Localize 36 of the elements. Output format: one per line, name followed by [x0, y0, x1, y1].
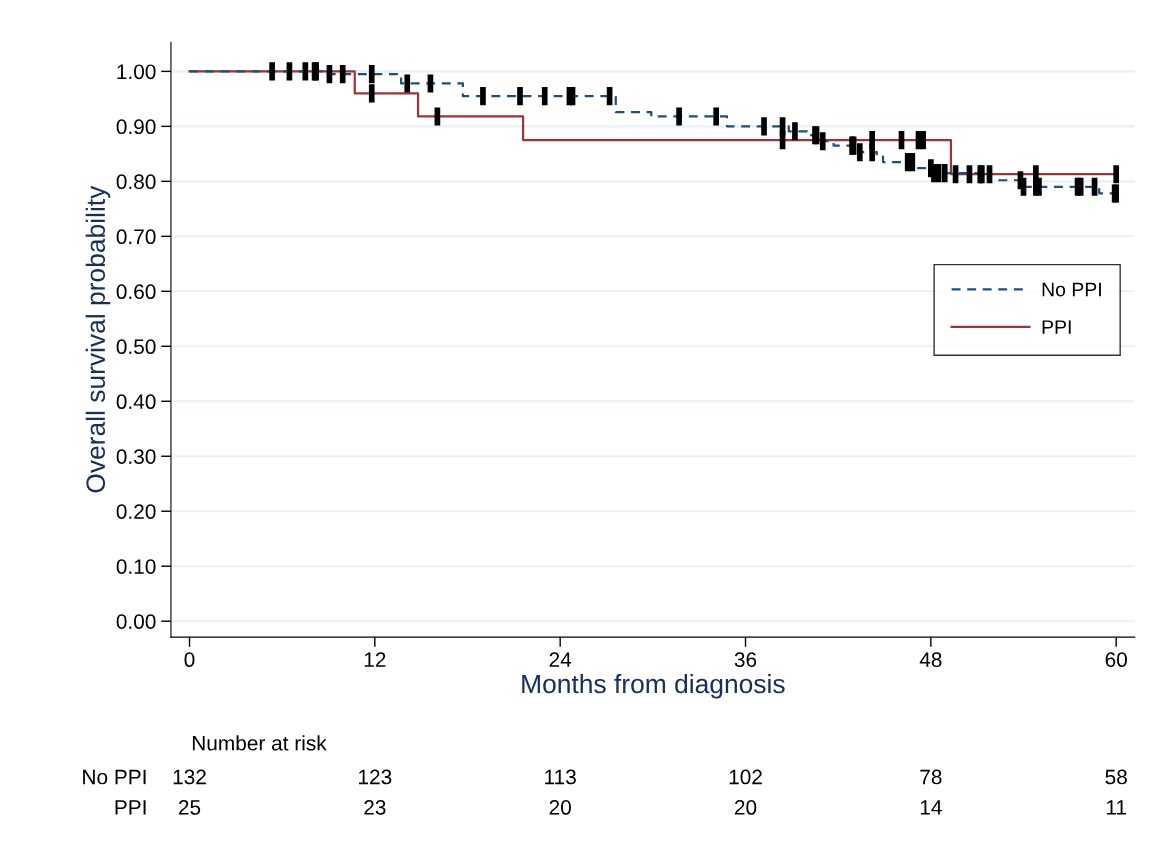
- legend-label: PPI: [1042, 320, 1071, 334]
- x-tick-label: 12: [364, 652, 386, 667]
- y-tick-label: 0.30: [116, 449, 156, 464]
- y-tick-label: 0.10: [116, 559, 156, 574]
- y-axis-title: Overall survival probability: [85, 185, 111, 493]
- y-tick-label: 0.20: [116, 504, 156, 519]
- text: PPI: [115, 800, 146, 815]
- text: 20: [549, 800, 571, 815]
- y-tick-label: 0.50: [116, 339, 156, 355]
- text: 78: [920, 769, 942, 785]
- text: No PPI: [83, 769, 146, 785]
- x-tick-label: 24: [549, 652, 572, 667]
- text: 20: [734, 800, 757, 815]
- text: 132: [173, 769, 206, 785]
- text: Number at risk: [192, 735, 327, 751]
- x-tick-label: 0: [184, 652, 195, 668]
- x-tick-label: 60: [1105, 652, 1127, 668]
- text: 58: [1105, 769, 1127, 785]
- x-tick-label: 36: [734, 652, 757, 668]
- y-tick-label: 0.60: [116, 284, 156, 300]
- x-tick-label: 48: [919, 652, 942, 668]
- text: 123: [359, 769, 392, 785]
- text: 11: [1106, 800, 1126, 815]
- x-axis-title: Months from diagnosis: [522, 673, 785, 699]
- text: 14: [920, 800, 942, 815]
- y-tick-label: 0.90: [116, 119, 156, 135]
- y-tick-label: 0.40: [116, 394, 156, 410]
- text: 113: [545, 769, 576, 785]
- text: 23: [364, 800, 386, 815]
- y-tick-label: 0.70: [116, 229, 156, 245]
- text: 25: [178, 800, 201, 815]
- y-tick-label: 0.00: [116, 614, 156, 629]
- text: 102: [729, 769, 762, 785]
- legend-label: No PPI: [1042, 282, 1101, 297]
- y-tick-label: 0.80: [116, 174, 156, 190]
- y-tick-label: 1.00: [117, 64, 156, 80]
